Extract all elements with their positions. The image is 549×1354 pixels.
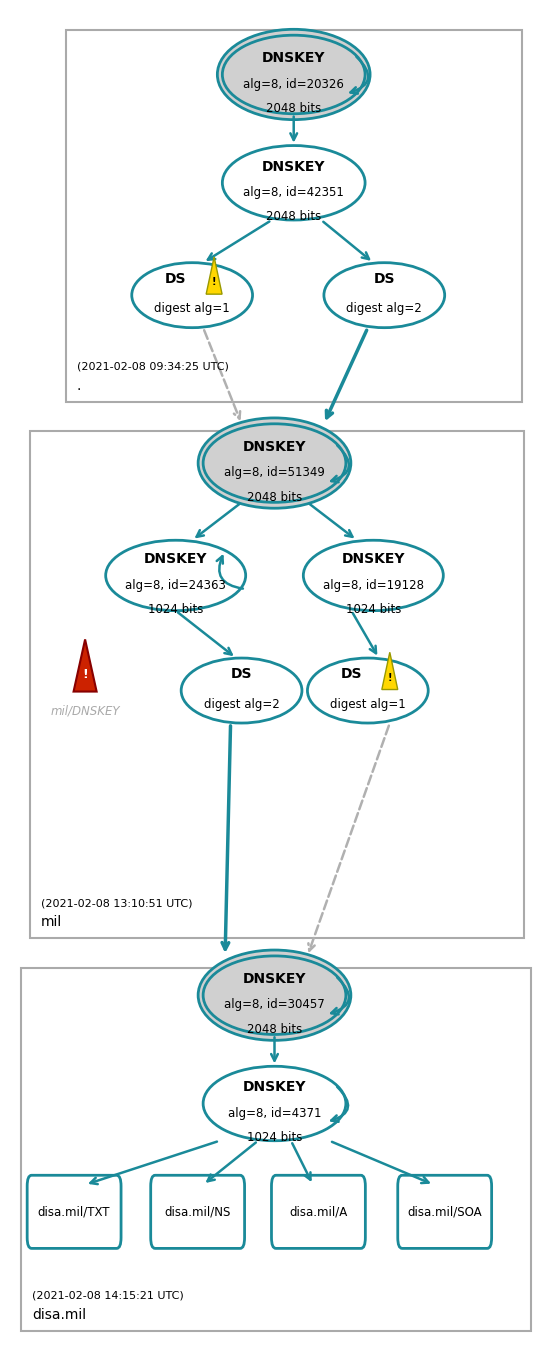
Text: (2021-02-08 09:34:25 UTC): (2021-02-08 09:34:25 UTC)	[77, 362, 229, 372]
Ellipse shape	[203, 1067, 346, 1140]
Text: 2048 bits: 2048 bits	[247, 1022, 302, 1036]
Text: DS: DS	[373, 272, 395, 286]
Text: DNSKEY: DNSKEY	[262, 51, 326, 65]
FancyBboxPatch shape	[150, 1175, 244, 1248]
Text: DS: DS	[340, 668, 362, 681]
Text: (2021-02-08 13:10:51 UTC): (2021-02-08 13:10:51 UTC)	[41, 898, 193, 909]
Text: alg=8, id=19128: alg=8, id=19128	[323, 578, 424, 592]
Text: DNSKEY: DNSKEY	[243, 972, 306, 986]
Ellipse shape	[217, 30, 370, 119]
Text: DNSKEY: DNSKEY	[243, 1080, 306, 1094]
Text: 2048 bits: 2048 bits	[266, 102, 321, 115]
Bar	[30, 431, 524, 938]
Ellipse shape	[222, 146, 365, 219]
Text: DNSKEY: DNSKEY	[341, 552, 405, 566]
Bar	[66, 30, 522, 402]
Bar	[21, 968, 531, 1331]
Text: 1024 bits: 1024 bits	[346, 603, 401, 616]
Text: !: !	[82, 669, 88, 681]
Ellipse shape	[105, 540, 246, 611]
Text: 2048 bits: 2048 bits	[266, 210, 321, 223]
Text: digest alg=1: digest alg=1	[154, 302, 230, 315]
Text: alg=8, id=20326: alg=8, id=20326	[243, 77, 344, 91]
Polygon shape	[382, 653, 397, 689]
Text: 1024 bits: 1024 bits	[148, 603, 203, 616]
Text: DNSKEY: DNSKEY	[243, 440, 306, 454]
Ellipse shape	[203, 424, 346, 502]
Text: !: !	[388, 673, 392, 682]
Text: !: !	[212, 278, 216, 287]
Ellipse shape	[222, 35, 365, 114]
Text: .: .	[77, 379, 81, 393]
Text: mil/DNSKEY: mil/DNSKEY	[51, 704, 120, 718]
Text: alg=8, id=4371: alg=8, id=4371	[228, 1106, 321, 1120]
Text: disa.mil/SOA: disa.mil/SOA	[407, 1205, 482, 1219]
FancyBboxPatch shape	[27, 1175, 121, 1248]
Text: DNSKEY: DNSKEY	[262, 160, 326, 173]
Text: disa.mil/NS: disa.mil/NS	[165, 1205, 231, 1219]
Text: (2021-02-08 14:15:21 UTC): (2021-02-08 14:15:21 UTC)	[32, 1290, 183, 1301]
Text: alg=8, id=51349: alg=8, id=51349	[224, 466, 325, 479]
Ellipse shape	[181, 658, 302, 723]
FancyBboxPatch shape	[397, 1175, 492, 1248]
Text: alg=8, id=42351: alg=8, id=42351	[243, 185, 344, 199]
Ellipse shape	[324, 263, 445, 328]
Ellipse shape	[203, 956, 346, 1034]
Text: DS: DS	[231, 668, 253, 681]
Polygon shape	[206, 257, 222, 294]
Text: disa.mil/A: disa.mil/A	[289, 1205, 348, 1219]
Text: digest alg=1: digest alg=1	[330, 697, 406, 711]
Text: digest alg=2: digest alg=2	[346, 302, 422, 315]
Ellipse shape	[198, 418, 351, 508]
Text: DS: DS	[165, 272, 187, 286]
Ellipse shape	[132, 263, 253, 328]
Ellipse shape	[198, 951, 351, 1040]
Text: disa.mil/TXT: disa.mil/TXT	[38, 1205, 110, 1219]
Text: 2048 bits: 2048 bits	[247, 490, 302, 504]
Text: digest alg=2: digest alg=2	[204, 697, 279, 711]
Text: alg=8, id=24363: alg=8, id=24363	[125, 578, 226, 592]
Ellipse shape	[307, 658, 428, 723]
Polygon shape	[74, 639, 97, 692]
Text: disa.mil: disa.mil	[32, 1308, 86, 1322]
Text: alg=8, id=30457: alg=8, id=30457	[224, 998, 325, 1011]
Text: DNSKEY: DNSKEY	[144, 552, 208, 566]
Text: mil: mil	[41, 915, 63, 929]
FancyBboxPatch shape	[271, 1175, 366, 1248]
Text: 1024 bits: 1024 bits	[247, 1131, 302, 1144]
Ellipse shape	[304, 540, 444, 611]
